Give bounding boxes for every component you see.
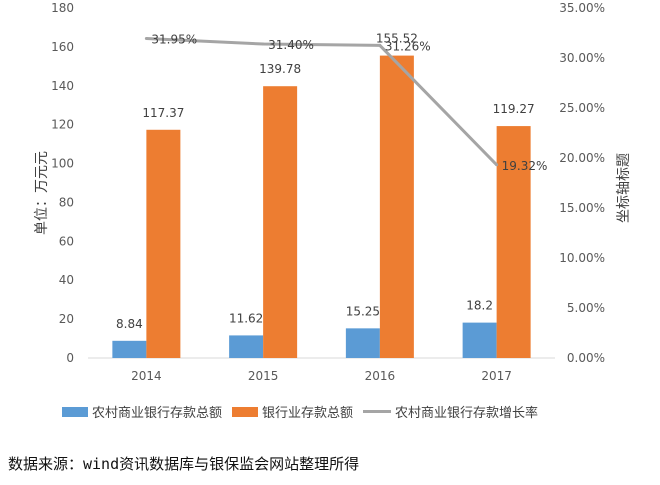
- data-label: 119.27: [493, 102, 535, 116]
- legend-swatch-rural-deposits: [62, 406, 88, 417]
- legend-label-rural-deposits: 农村商业银行存款总额: [92, 406, 223, 421]
- data-label: 18.2: [466, 299, 493, 313]
- line-data-label: 19.32%: [502, 159, 548, 173]
- y-tick-label: 120: [51, 118, 74, 132]
- y-tick-label: 80: [59, 195, 74, 209]
- y2-tick-label: 20.00%: [559, 151, 605, 165]
- bar-rural-deposits: [462, 322, 497, 358]
- line-data-label: 31.40%: [268, 38, 314, 52]
- bar-rural-deposits: [229, 335, 264, 358]
- y-tick-label: 100: [51, 157, 74, 171]
- bar-rural-deposits: [345, 328, 380, 358]
- line-data-label: 31.95%: [151, 33, 197, 47]
- bar-bank-deposits: [263, 86, 298, 358]
- y-tick-label: 0: [66, 351, 74, 365]
- line-growth-rate: [146, 37, 498, 166]
- data-label: 155.52: [376, 32, 418, 46]
- y2-tick-label: 0.00%: [567, 351, 605, 365]
- legend-item-rural-deposits: 农村商业银行存款总额: [62, 402, 222, 421]
- y-tick-label: 180: [51, 1, 74, 15]
- bar-bank-deposits: [379, 55, 414, 358]
- legend-swatch-bank-deposits: [232, 406, 259, 417]
- data-label: 8.84: [116, 317, 143, 331]
- line-point: [144, 37, 148, 40]
- line-point: [495, 163, 499, 167]
- data-label: 139.78: [259, 62, 301, 76]
- data-label: 15.25: [346, 304, 380, 318]
- data-label: 11.62: [229, 311, 263, 325]
- legend-item-bank-deposits: 银行业存款总额: [232, 402, 353, 421]
- y2-tick-label: 5.00%: [567, 301, 605, 315]
- y-axis-title: 单位：万元元: [34, 151, 50, 235]
- legend-label-bank-deposits: 银行业存款总额: [262, 406, 354, 421]
- y2-tick-label: 15.00%: [559, 201, 605, 215]
- bar-bank-deposits: [496, 126, 531, 358]
- line-point: [261, 42, 265, 46]
- legend-label-growth-rate: 农村商业银行存款增长率: [395, 406, 539, 421]
- y-tick-label: 60: [59, 234, 74, 248]
- line-data-label: 31.26%: [385, 39, 431, 53]
- x-tick-label: 2016: [365, 369, 396, 383]
- y2-tick-label: 35.00%: [559, 1, 605, 15]
- bar-rural-deposits: [112, 340, 147, 358]
- y-tick-label: 160: [51, 40, 74, 54]
- x-tick-label: 2014: [131, 369, 162, 383]
- bar-bank-deposits: [146, 129, 181, 358]
- data-label: 117.37: [142, 106, 184, 120]
- y-tick-label: 20: [59, 312, 74, 326]
- y2-axis-title: 坐标轴标题: [616, 153, 632, 223]
- y2-tick-label: 10.00%: [559, 251, 605, 265]
- x-tick-label: 2015: [248, 369, 279, 383]
- y2-tick-label: 30.00%: [559, 51, 605, 65]
- source-note: 数据来源：wind资讯数据库与银保监会网站整理所得: [8, 455, 360, 473]
- legend: 农村商业银行存款总额 银行业存款总额 农村商业银行存款增长率: [62, 402, 622, 421]
- y-tick-label: 140: [51, 79, 74, 93]
- y2-tick-label: 25.00%: [559, 101, 605, 115]
- x-tick-label: 2017: [481, 369, 512, 383]
- legend-item-growth-rate: 农村商业银行存款增长率: [363, 402, 538, 421]
- chart: 0 20 40 60 80 100 120 140 160 180 0.00% 5.00% 10.00%…: [34, 1, 632, 383]
- line-point: [378, 43, 382, 47]
- legend-swatch-growth-rate: [363, 410, 392, 413]
- y-tick-label: 40: [59, 273, 74, 287]
